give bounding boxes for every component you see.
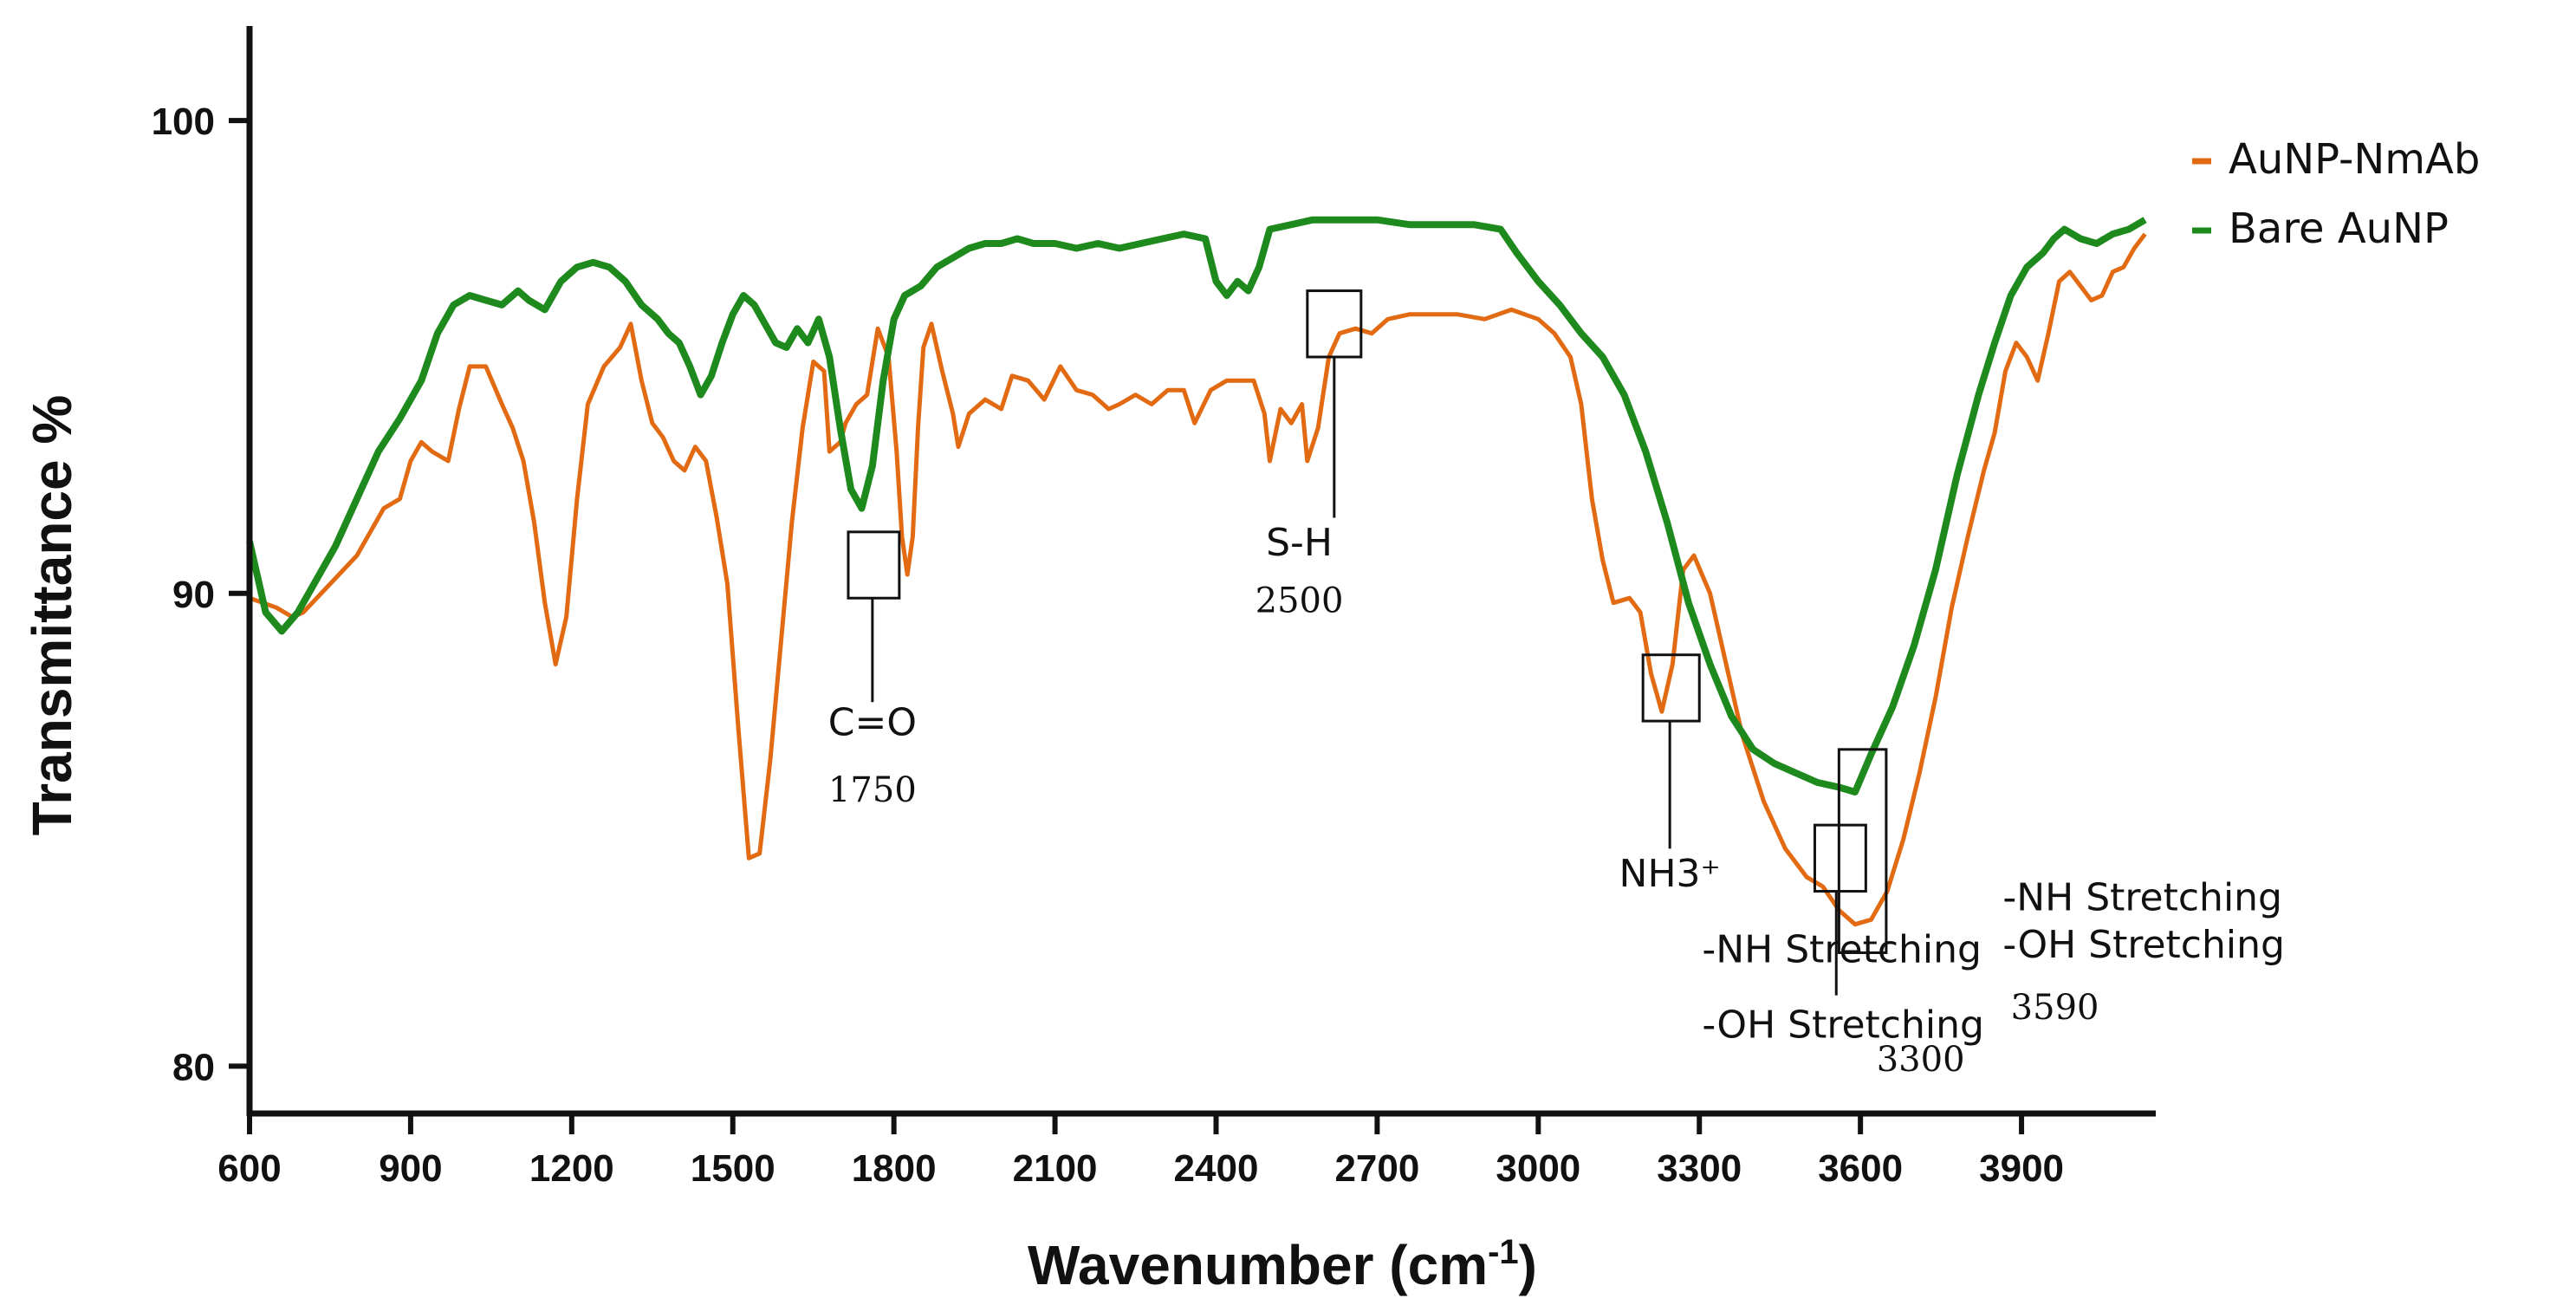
x-tick-label: 1500 (691, 1147, 775, 1190)
annotation-wavenumber: 3590 (2011, 988, 2099, 1028)
x-tick-label: 3300 (1657, 1147, 1742, 1190)
y-ticks: 80 90 100 (152, 101, 250, 1088)
annotation-label: -NH Stretching (2002, 875, 2282, 919)
x-tick-label: 3600 (1818, 1147, 1903, 1190)
legend-label: Bare AuNP (2229, 205, 2449, 253)
x-tick-label: 600 (217, 1147, 281, 1190)
y-tick-label: 90 (172, 574, 215, 616)
annotation-box (847, 530, 901, 600)
annotation-wavenumber: 2500 (1256, 581, 1344, 621)
annotation-box (1837, 748, 1888, 954)
y-tick-label: 100 (152, 101, 215, 143)
x-axis-title: Wavenumber (cm-1) (1028, 1233, 1537, 1296)
x-tick-label: 1800 (852, 1147, 937, 1190)
legend-label: AuNP-NmAb (2229, 135, 2480, 184)
y-axis-title: Transmittance % (21, 395, 83, 836)
y-tick-label: 80 (172, 1046, 215, 1088)
annotation-label: -NH Stretching (1702, 927, 1982, 971)
plot-lines (246, 216, 2147, 927)
annotation-label: S-H (1266, 521, 1333, 565)
x-tick-label: 2100 (1013, 1147, 1098, 1190)
annotation-box (1813, 823, 1867, 893)
x-tick-label: 2700 (1334, 1147, 1419, 1190)
annotation-label: C=O (828, 700, 917, 744)
x-tick-label: 3000 (1496, 1147, 1580, 1190)
x-ticks: 600 900 1200 1500 1800 2100 2400 2700 3000 3300 36… (217, 1113, 2064, 1190)
annotation-wavenumber: 3300 (1877, 1040, 1965, 1080)
x-tick-label: 1200 (529, 1147, 614, 1190)
annotation-label: NH3⁺ (1619, 852, 1721, 896)
x-tick-label: 3900 (1979, 1147, 2064, 1190)
annotation-label-2: -OH Stretching (2002, 923, 2285, 967)
series-line-aunp-nmab (249, 232, 2147, 927)
x-tick-label: 2400 (1174, 1147, 1259, 1190)
x-tick-label: 900 (379, 1147, 442, 1190)
axes (246, 26, 2156, 1117)
x-axis-title-close: ) (1519, 1234, 1537, 1296)
annotation-wavenumber: 1750 (828, 770, 917, 810)
annotation-label-2: -OH Stretching (1702, 1003, 1984, 1048)
annotation-box (1641, 653, 1701, 723)
x-axis-title-superscript: -1 (1488, 1233, 1519, 1271)
legend: AuNP-NmAb Bare AuNP (2192, 135, 2480, 253)
series-line-bare-aunp (246, 216, 2147, 795)
